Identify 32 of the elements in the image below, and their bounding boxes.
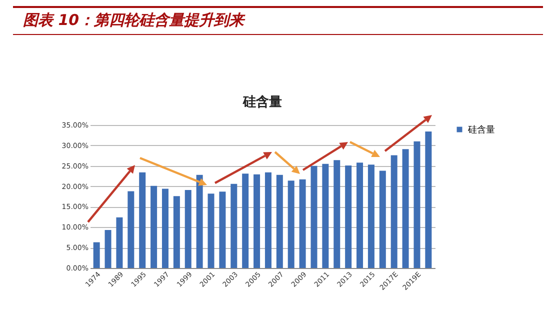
bar <box>184 190 192 268</box>
bar <box>173 196 180 268</box>
bar <box>276 174 283 268</box>
bar <box>390 155 398 268</box>
bar <box>104 230 112 268</box>
bar <box>356 162 364 268</box>
bar <box>219 192 226 268</box>
bar <box>345 165 352 268</box>
bar <box>310 166 318 268</box>
bar <box>230 184 238 268</box>
bar <box>402 149 409 268</box>
bar <box>128 191 134 268</box>
bar <box>334 160 340 268</box>
bar <box>139 172 146 268</box>
bar <box>93 242 100 268</box>
bar <box>150 186 158 268</box>
bar <box>288 180 294 268</box>
bar <box>242 174 249 268</box>
bar <box>299 179 306 268</box>
bar <box>379 170 386 268</box>
bar <box>414 141 420 268</box>
bar <box>322 164 329 268</box>
bar <box>425 132 432 268</box>
legend-label: 硅含量 <box>467 124 495 136</box>
bar <box>254 174 260 268</box>
bar <box>116 217 123 268</box>
chart-title: 图表 10：第四轮硅含量提升到来 <box>23 11 246 30</box>
bar <box>208 194 214 268</box>
bar <box>368 164 374 268</box>
bar <box>264 172 272 268</box>
bar <box>162 188 168 268</box>
chart-subtitle: 硅含量 <box>242 94 282 110</box>
